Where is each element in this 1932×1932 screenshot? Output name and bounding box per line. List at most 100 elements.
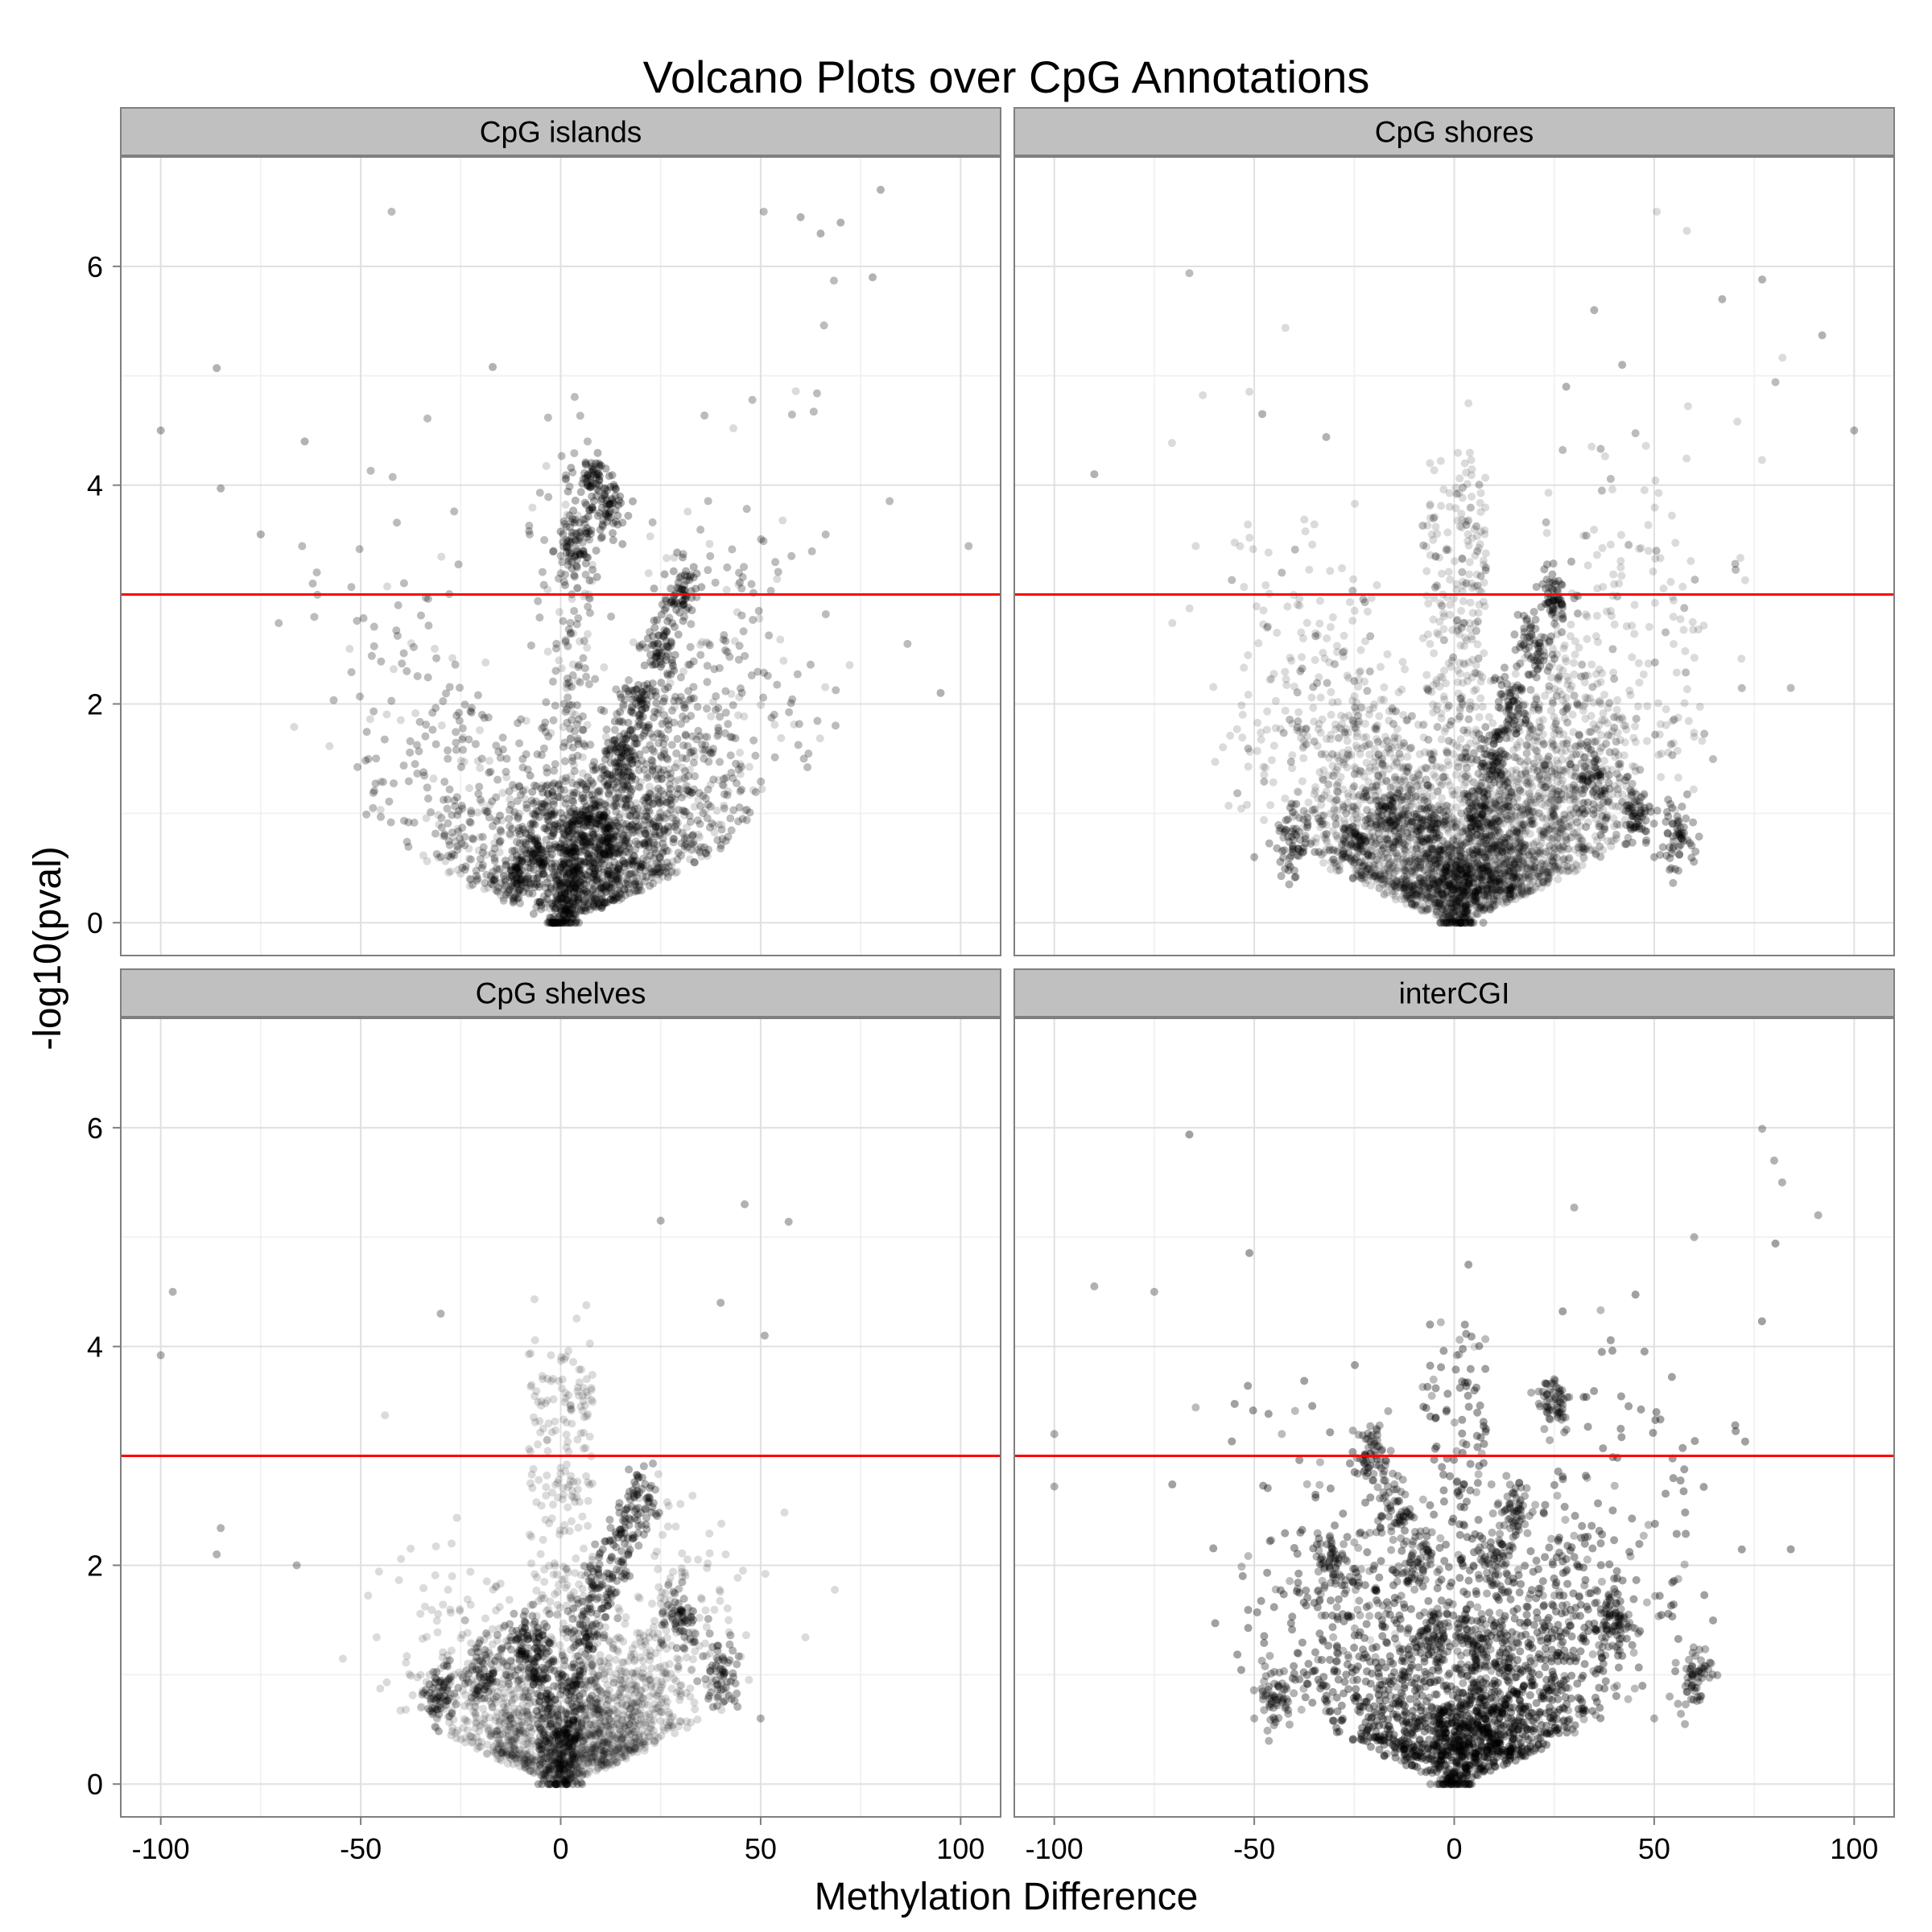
data-point bbox=[690, 858, 699, 867]
data-point bbox=[563, 878, 572, 887]
data-point bbox=[714, 724, 723, 733]
data-point bbox=[639, 854, 648, 863]
data-point bbox=[582, 839, 591, 848]
data-point bbox=[564, 812, 573, 821]
data-point bbox=[663, 846, 671, 855]
data-point bbox=[672, 819, 681, 828]
data-point bbox=[445, 785, 454, 794]
data-point bbox=[563, 718, 572, 727]
data-point bbox=[453, 845, 462, 854]
data-point bbox=[659, 827, 668, 836]
data-point bbox=[275, 619, 283, 628]
data-point bbox=[706, 551, 715, 560]
data-point bbox=[597, 857, 605, 866]
data-point bbox=[821, 530, 830, 539]
data-point bbox=[660, 826, 669, 835]
data-point bbox=[525, 522, 534, 530]
data-point bbox=[732, 779, 741, 788]
data-point bbox=[474, 846, 483, 855]
data-point bbox=[596, 848, 605, 857]
data-point bbox=[475, 782, 484, 791]
data-point bbox=[376, 806, 385, 815]
data-point bbox=[643, 774, 652, 782]
data-point bbox=[493, 817, 502, 826]
data-point bbox=[543, 647, 552, 656]
data-point bbox=[627, 856, 636, 865]
data-point bbox=[458, 724, 467, 733]
data-point bbox=[699, 809, 708, 818]
data-point bbox=[664, 725, 673, 734]
data-point bbox=[831, 721, 840, 730]
data-point bbox=[763, 671, 772, 680]
data-point bbox=[627, 821, 636, 830]
data-point bbox=[466, 818, 475, 827]
data-point bbox=[685, 766, 694, 774]
data-point bbox=[612, 832, 621, 840]
data-point bbox=[557, 452, 566, 460]
data-point bbox=[742, 815, 751, 824]
data-point bbox=[1613, 696, 1622, 704]
data-point bbox=[704, 758, 713, 766]
data-point bbox=[600, 848, 609, 857]
data-point bbox=[1305, 565, 1314, 574]
data-point bbox=[720, 781, 729, 790]
data-point bbox=[692, 735, 701, 744]
data-point bbox=[510, 861, 519, 870]
data-point bbox=[365, 715, 374, 724]
data-point bbox=[597, 903, 606, 912]
data-point bbox=[564, 487, 572, 496]
data-point bbox=[564, 682, 573, 691]
data-point bbox=[325, 741, 334, 750]
data-point bbox=[728, 545, 737, 554]
data-point bbox=[576, 877, 584, 886]
data-point bbox=[610, 725, 619, 734]
data-point bbox=[631, 775, 640, 784]
data-point bbox=[388, 473, 397, 481]
data-point bbox=[460, 865, 469, 874]
data-point bbox=[566, 618, 575, 627]
data-point bbox=[519, 887, 528, 896]
data-point bbox=[673, 784, 682, 793]
data-point bbox=[552, 842, 561, 851]
data-point bbox=[720, 631, 729, 640]
data-point bbox=[644, 840, 653, 848]
data-point bbox=[650, 822, 659, 831]
data-point bbox=[642, 807, 650, 816]
data-point bbox=[574, 663, 583, 671]
data-point bbox=[556, 903, 565, 912]
data-point bbox=[439, 795, 448, 804]
data-point bbox=[298, 542, 307, 551]
data-point bbox=[613, 877, 622, 886]
data-point bbox=[596, 787, 605, 796]
data-point bbox=[514, 719, 522, 728]
data-point bbox=[829, 276, 838, 285]
data-point bbox=[585, 860, 594, 869]
data-point bbox=[571, 727, 580, 736]
data-point bbox=[526, 641, 535, 650]
data-point bbox=[639, 796, 648, 805]
data-point bbox=[597, 798, 605, 807]
data-point bbox=[537, 784, 546, 793]
data-point bbox=[704, 758, 713, 766]
data-point bbox=[481, 878, 489, 887]
data-point bbox=[452, 745, 460, 754]
data-point bbox=[583, 437, 592, 446]
data-point bbox=[583, 875, 592, 884]
data-point bbox=[777, 733, 786, 742]
data-point bbox=[213, 364, 221, 373]
data-point bbox=[613, 865, 622, 874]
data-point bbox=[473, 808, 482, 817]
data-point bbox=[562, 543, 571, 551]
data-point bbox=[522, 840, 531, 849]
data-point bbox=[428, 708, 437, 717]
data-point bbox=[705, 823, 714, 832]
data-point bbox=[626, 726, 635, 735]
data-point bbox=[617, 740, 626, 749]
data-point bbox=[509, 898, 518, 907]
data-point bbox=[615, 813, 624, 822]
data-point bbox=[517, 715, 526, 724]
data-point bbox=[716, 840, 725, 849]
data-point bbox=[684, 603, 693, 612]
data-point bbox=[759, 668, 768, 677]
